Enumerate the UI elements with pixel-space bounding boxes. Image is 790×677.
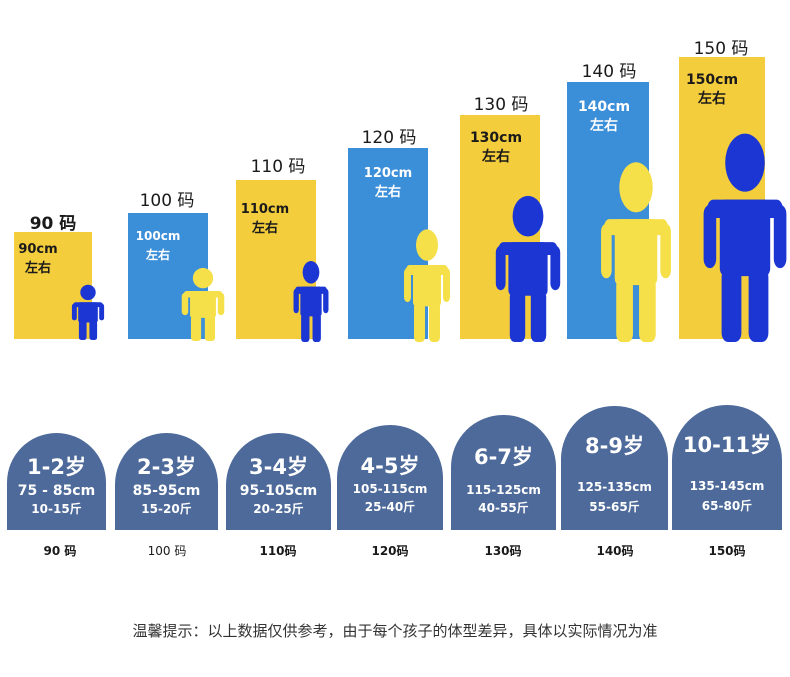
age-range: 2-3岁 — [137, 455, 196, 479]
age-range: 4-5岁 — [360, 454, 420, 478]
age-card-1-2: 1-2岁 75 - 85cm 10-15斤 — [7, 433, 106, 530]
bar-label: 90cm 左右 — [0, 240, 92, 278]
weight-range: 10-15斤 — [31, 502, 82, 516]
size-code-top: 90 码 — [29, 214, 77, 234]
bar-label: 140cm 左右 — [559, 98, 649, 136]
child-figure-icon — [601, 162, 671, 342]
size-code-top: 120 码 — [361, 128, 417, 148]
bar-approx: 左右 — [24, 261, 51, 276]
height-range: 95-105cm — [239, 483, 318, 499]
child-figure-icon — [181, 267, 225, 341]
height-range: 75 - 85cm — [17, 483, 96, 499]
bar-approx: 左右 — [698, 91, 726, 107]
bar-approx: 左右 — [482, 149, 510, 165]
size-code-top: 150 码 — [693, 39, 749, 59]
age-range: 10-11岁 — [682, 433, 772, 457]
reference-tip: 温馨提示：以上数据仅供参考，由于每个孩子的体型差异，具体以实际情况为准 — [132, 622, 658, 640]
height-range: 105-115cm — [352, 482, 428, 496]
weight-range: 15-20斤 — [141, 502, 192, 516]
bar-height-cm: 120cm — [363, 166, 413, 181]
age-range: 3-4岁 — [249, 455, 308, 479]
bar-height-cm: 90cm — [18, 242, 58, 257]
weight-range: 55-65斤 — [589, 500, 640, 514]
size-code-bottom: 150码 — [708, 544, 746, 558]
bar-height-cm: 150cm — [685, 72, 739, 88]
bar-approx: 左右 — [251, 221, 278, 236]
age-card-3-4: 3-4岁 95-105cm 20-25斤 — [226, 433, 331, 530]
age-card-10-11: 10-11岁 135-145cm 65-80斤 — [672, 405, 782, 530]
size-code-top: 130 码 — [473, 95, 529, 115]
height-range: 125-135cm — [577, 480, 652, 494]
bar-height-cm: 140cm — [577, 99, 631, 115]
height-range: 115-125cm — [466, 483, 541, 497]
bar-approx: 左右 — [145, 248, 170, 262]
child-figure-icon — [495, 195, 561, 342]
weight-range: 40-55斤 — [478, 501, 529, 515]
age-card-8-9: 8-9岁 125-135cm 55-65斤 — [561, 406, 668, 530]
child-figure-icon — [404, 229, 450, 342]
child-figure-icon — [71, 284, 105, 340]
size-code-top: 100 码 — [139, 191, 195, 211]
height-range: 85-95cm — [132, 483, 201, 499]
size-code-bottom: 130码 — [484, 544, 522, 558]
size-code-bottom: 100 码 — [147, 544, 187, 558]
weight-range: 20-25斤 — [253, 502, 304, 516]
size-code-bottom: 110码 — [259, 544, 297, 558]
child-figure-icon — [703, 133, 787, 342]
age-range: 8-9岁 — [585, 434, 644, 458]
size-code-bottom: 140码 — [596, 544, 634, 558]
age-card-2-3: 2-3岁 85-95cm 15-20斤 — [115, 433, 218, 530]
bar-height-cm: 110cm — [240, 202, 290, 217]
child-figure-icon — [293, 261, 329, 342]
bar-label: 120cm 左右 — [348, 164, 428, 202]
bar-label: 110cm 左右 — [214, 200, 316, 238]
bar-approx: 左右 — [374, 185, 401, 200]
age-card-4-5: 4-5岁 105-115cm 25-40斤 — [337, 425, 443, 530]
bar-label: 100cm 左右 — [108, 227, 208, 265]
size-code-top: 110 码 — [250, 157, 306, 177]
size-code-top: 140 码 — [581, 62, 637, 82]
bar-height-cm: 100cm — [135, 229, 181, 243]
age-range: 6-7岁 — [474, 445, 533, 469]
bar-label: 130cm 左右 — [452, 129, 540, 167]
height-range: 135-145cm — [689, 479, 765, 493]
weight-range: 65-80斤 — [701, 499, 753, 513]
age-card-6-7: 6-7岁 115-125cm 40-55斤 — [451, 415, 556, 530]
size-code-bottom: 90 码 — [43, 544, 77, 558]
bar-label: 150cm 左右 — [659, 71, 765, 109]
size-code-bottom: 120码 — [371, 544, 409, 558]
bar-approx: 左右 — [590, 118, 618, 134]
weight-range: 25-40斤 — [364, 500, 416, 514]
age-range: 1-2岁 — [27, 455, 86, 479]
bar-height-cm: 130cm — [469, 130, 523, 146]
